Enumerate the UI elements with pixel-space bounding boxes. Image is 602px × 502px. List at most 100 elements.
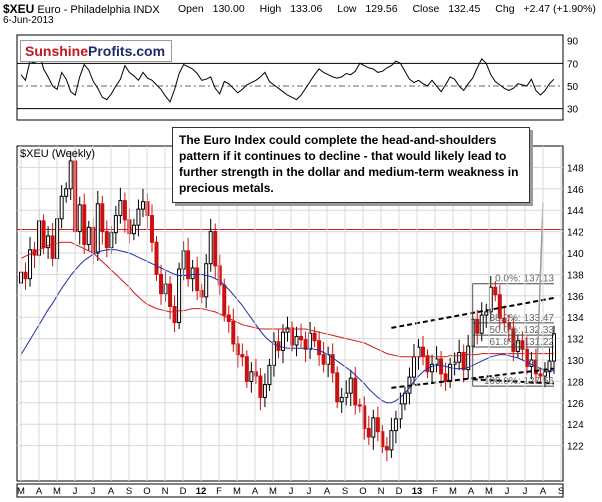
candle-body xyxy=(181,250,186,270)
candle-body xyxy=(149,215,154,243)
price-tick-label: 140 xyxy=(567,249,584,260)
x-tick-label: N xyxy=(162,486,169,497)
ohlc-summary: Open 130.00 High 133.06 Low 129.56 Close… xyxy=(178,3,602,15)
x-tick-label: J xyxy=(505,486,510,497)
candle-body xyxy=(375,417,380,433)
fib-level-label: 61.8%: 131.22 xyxy=(490,337,555,348)
price-tick-label: 130 xyxy=(567,356,584,367)
price-tick-label: 148 xyxy=(567,163,584,174)
candle-body xyxy=(479,314,484,334)
x-axis: M A M J J A S O N D 12 F M A M J J A S O N D 13 F M A M J J A S xyxy=(16,483,564,498)
candle-body xyxy=(529,359,534,367)
candle-body xyxy=(154,241,159,275)
candle-body xyxy=(439,358,444,375)
candle-body xyxy=(280,331,285,351)
price-tick-label: 128 xyxy=(567,377,584,388)
candle-body xyxy=(317,340,322,356)
candle-body xyxy=(77,204,82,233)
fib-level-label: 100.0%: 127.56 xyxy=(484,376,554,387)
chg-value: +2.47 (+1.90%) xyxy=(523,3,596,15)
candle-body xyxy=(113,215,118,234)
candle-body xyxy=(118,200,123,217)
x-tick-label: A xyxy=(36,486,43,497)
candle-body xyxy=(41,220,46,249)
candle-body xyxy=(64,188,69,197)
candle-body xyxy=(136,208,141,226)
x-tick-label: M xyxy=(485,486,493,497)
candle-body xyxy=(208,231,213,265)
price-tick-label: 146 xyxy=(567,185,584,196)
candle-body xyxy=(131,224,136,235)
x-tick-label: A xyxy=(468,486,475,497)
low-label: Low xyxy=(337,3,357,15)
x-tick-label: M xyxy=(449,486,457,497)
price-tick-label: 138 xyxy=(567,270,584,281)
candle-body xyxy=(443,373,448,382)
candle-body xyxy=(411,356,416,378)
price-tick-label: 142 xyxy=(567,228,584,239)
candle-body xyxy=(213,231,218,267)
x-tick-label: J xyxy=(73,486,78,497)
candle-body xyxy=(389,430,394,451)
candle-body xyxy=(50,235,55,259)
candle-body xyxy=(421,346,426,357)
candle-body xyxy=(348,377,353,394)
candle-body xyxy=(199,289,204,298)
candle-body xyxy=(484,311,489,316)
candle-body xyxy=(339,396,344,403)
candle-body xyxy=(100,203,105,233)
candle-body xyxy=(222,284,227,316)
candle-body xyxy=(335,372,340,403)
rsi-line xyxy=(20,50,555,103)
candle-body xyxy=(430,363,435,373)
candle-body xyxy=(466,345,471,371)
candle-body xyxy=(172,306,177,324)
x-tick-label: O xyxy=(359,486,366,497)
candle-body xyxy=(457,352,462,363)
price-tick-label: 126 xyxy=(567,399,584,410)
candle-body xyxy=(168,283,173,307)
candle-body xyxy=(59,195,64,220)
x-tick-label: J xyxy=(523,486,528,497)
chart-title: $XEU Euro - Philadelphia INDX xyxy=(3,2,160,16)
candle-body xyxy=(163,283,168,295)
candle-body xyxy=(524,348,529,367)
candle-body xyxy=(434,358,439,365)
x-tick-label: A xyxy=(540,486,547,497)
candle-body xyxy=(330,354,335,374)
candle-body xyxy=(46,235,51,249)
open-value: 130.00 xyxy=(212,3,245,15)
rsi-tick-label: 50 xyxy=(567,82,579,93)
candle-body xyxy=(217,265,222,286)
x-tick-label: J xyxy=(289,486,294,497)
x-tick-label: O xyxy=(143,486,150,497)
x-tick-label: M xyxy=(269,486,277,497)
x-tick-label: A xyxy=(324,486,331,497)
candle-body xyxy=(23,271,28,280)
fib-level-label: 50.0%: 132.33 xyxy=(490,325,555,336)
moving-average-red xyxy=(20,241,554,358)
candle-body xyxy=(159,273,164,295)
price-tick-label: 124 xyxy=(567,420,584,431)
symbol: $XEU xyxy=(3,2,35,16)
x-tick-label: D xyxy=(180,486,187,497)
candle-body xyxy=(303,339,308,350)
rsi-tick-label: 30 xyxy=(567,105,579,116)
candle-body xyxy=(95,203,100,254)
candle-body xyxy=(384,446,389,451)
candle-body xyxy=(240,354,245,358)
rsi-tick-label: 90 xyxy=(567,37,579,48)
price-tick-label: 132 xyxy=(567,335,584,346)
candle-body xyxy=(267,364,272,386)
candle-body xyxy=(488,286,493,313)
high-label: High xyxy=(259,3,282,15)
annotation-box: The Euro Index could complete the head-a… xyxy=(172,127,530,203)
candle-body xyxy=(511,328,516,352)
candle-body xyxy=(82,204,87,245)
x-tick-label: M xyxy=(53,486,61,497)
candle-body xyxy=(425,355,430,373)
x-axis-frame xyxy=(16,483,564,498)
candle-body xyxy=(452,361,457,365)
x-tick-label: S xyxy=(126,486,132,497)
